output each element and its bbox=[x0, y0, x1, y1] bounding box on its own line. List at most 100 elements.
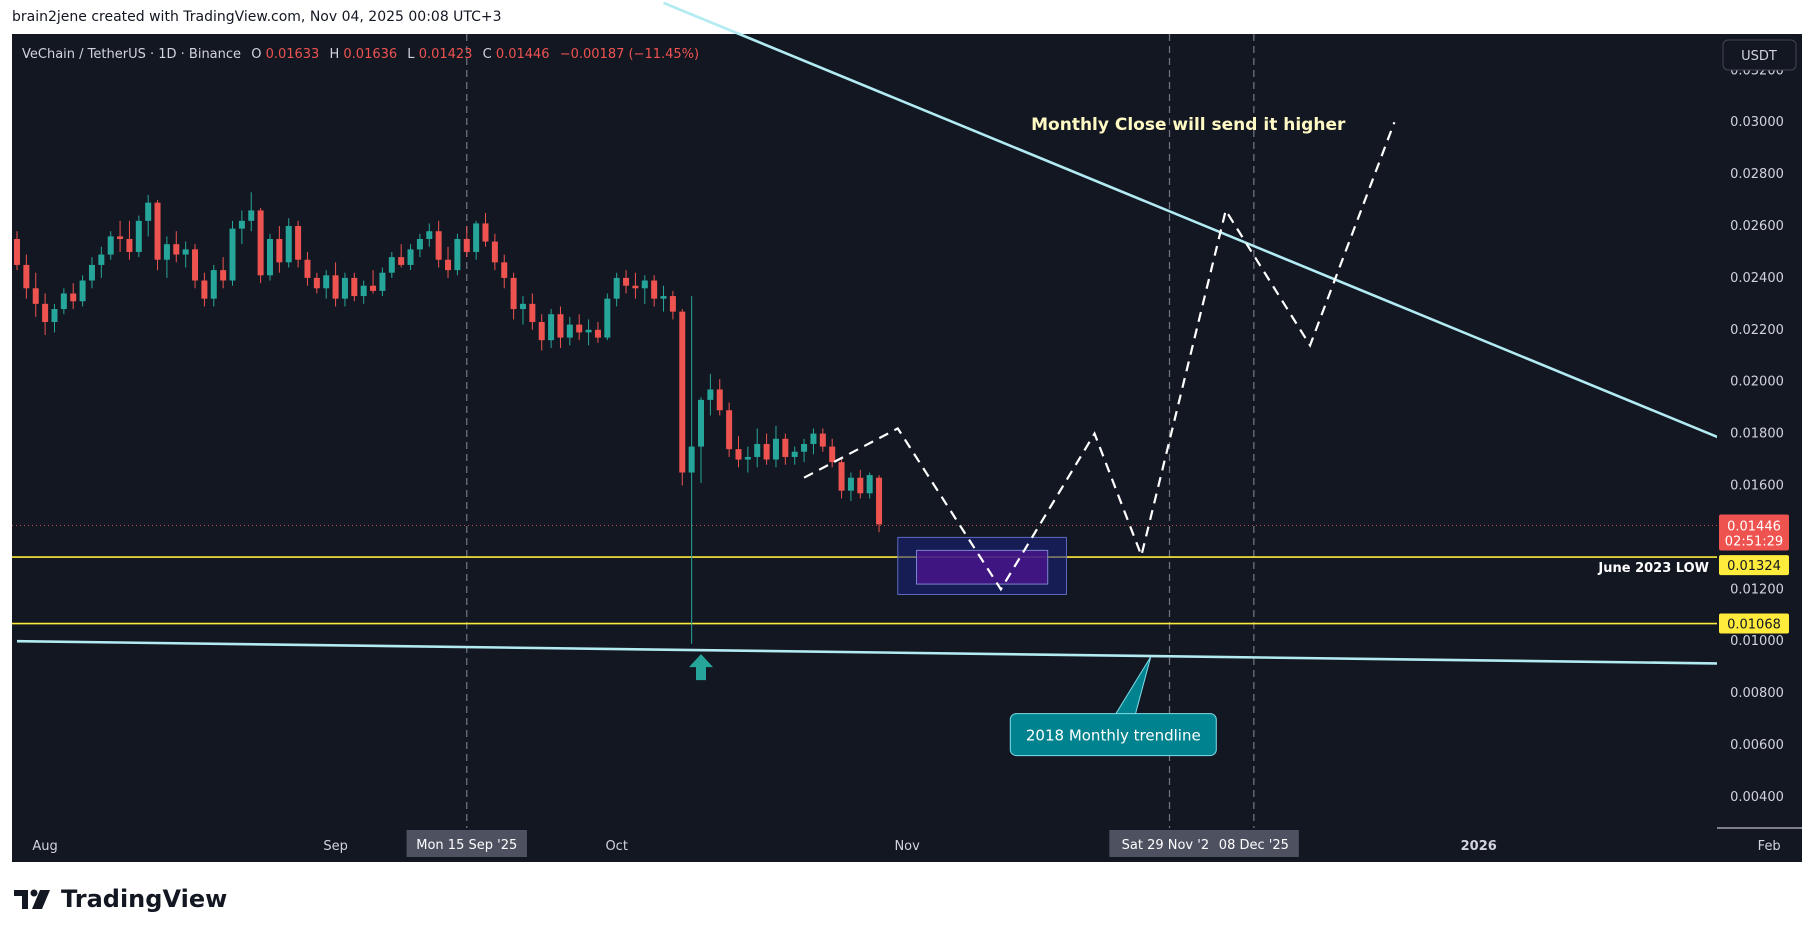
candle-body bbox=[14, 238, 20, 265]
candle-body bbox=[173, 244, 180, 255]
candle-body bbox=[801, 443, 808, 452]
candle-body bbox=[566, 324, 573, 338]
level-price-value-0: 0.01324 bbox=[1727, 559, 1781, 574]
candle-body bbox=[669, 296, 676, 312]
candle-body bbox=[70, 293, 77, 302]
callout-box bbox=[1009, 713, 1217, 757]
candle-body bbox=[473, 223, 480, 252]
candle-body bbox=[229, 228, 236, 281]
price-axis-ticks: 0.032000.030000.028000.026000.024000.022… bbox=[1730, 63, 1784, 805]
candle-body bbox=[416, 238, 423, 250]
candle-body bbox=[407, 249, 414, 265]
price-tick-label: 0.01800 bbox=[1730, 427, 1784, 442]
currency-badge-label: USDT bbox=[1741, 49, 1777, 64]
candle-body bbox=[726, 410, 733, 450]
candle-body bbox=[435, 231, 442, 260]
price-tick-label: 0.02400 bbox=[1730, 271, 1784, 286]
candle-body bbox=[857, 477, 864, 494]
candle-body bbox=[548, 314, 555, 341]
callout-pointer bbox=[1114, 656, 1152, 715]
candle-body bbox=[285, 226, 292, 263]
current-price-value: 0.01446 bbox=[1727, 519, 1781, 534]
candle-body bbox=[60, 293, 67, 310]
candle-body bbox=[257, 210, 264, 276]
candle-body bbox=[819, 433, 826, 447]
price-tick-label: 0.02000 bbox=[1730, 375, 1784, 390]
time-tick-label: Sep bbox=[323, 839, 348, 854]
candle-body bbox=[79, 280, 86, 302]
candle-body bbox=[557, 314, 564, 338]
candle-body bbox=[351, 277, 358, 297]
close-value: 0.01446 bbox=[496, 47, 550, 62]
candle-body bbox=[744, 456, 751, 460]
time-highlight-box-0 bbox=[406, 830, 527, 857]
candle-body bbox=[482, 223, 489, 242]
chart-background bbox=[12, 34, 1802, 862]
candle-body bbox=[304, 259, 311, 278]
horizontal-levels: June 2023 LOW bbox=[12, 524, 1717, 625]
tradingview-logo[interactable]: TradingView bbox=[13, 885, 227, 913]
symbol-legend[interactable]: VeChain / TetherUS · 1D · Binance O 0.01… bbox=[22, 47, 699, 62]
candle-body bbox=[594, 329, 601, 338]
close-label: C bbox=[483, 47, 492, 62]
currency-badge[interactable] bbox=[1722, 39, 1797, 71]
change-value: −0.00187 (−11.45%) bbox=[560, 47, 699, 62]
candle-body bbox=[847, 477, 854, 491]
candle-body bbox=[810, 433, 817, 444]
candle-body bbox=[829, 446, 836, 463]
candle-body bbox=[379, 272, 386, 291]
price-tick-label: 0.02800 bbox=[1730, 167, 1784, 182]
chart-annotations: Monthly Close will send it higher 2018 Mo… bbox=[689, 115, 1346, 757]
zone-inner bbox=[916, 549, 1049, 585]
current-price-box bbox=[1719, 514, 1789, 551]
candle-body bbox=[238, 220, 245, 229]
price-tick-label: 0.02200 bbox=[1730, 323, 1784, 338]
price-tick-label: 0.00600 bbox=[1730, 738, 1784, 753]
trendline-lower bbox=[16, 639, 1798, 666]
candle-body bbox=[491, 241, 498, 263]
candle-body bbox=[266, 238, 273, 276]
candle-body bbox=[688, 446, 695, 473]
candle-body bbox=[660, 296, 667, 299]
candle-body bbox=[519, 303, 526, 310]
candle-body bbox=[163, 244, 170, 260]
candle-body bbox=[576, 324, 583, 333]
candle-body bbox=[42, 303, 49, 323]
candle-body bbox=[426, 231, 433, 239]
candle-body bbox=[370, 285, 377, 291]
price-tick-label: 0.00800 bbox=[1730, 686, 1784, 701]
level-price-value-1: 0.01068 bbox=[1727, 618, 1781, 633]
candle-body bbox=[716, 389, 723, 411]
trendlines bbox=[16, 1, 1798, 666]
price-axis[interactable] bbox=[1717, 34, 1802, 829]
high-value: 0.01636 bbox=[343, 47, 397, 62]
candle-body bbox=[88, 264, 95, 281]
candle-body bbox=[210, 270, 217, 299]
candle-body bbox=[510, 277, 517, 310]
candle-body bbox=[454, 238, 461, 271]
arrow-up-icon bbox=[689, 654, 714, 681]
candle-body bbox=[651, 280, 658, 299]
candle-body bbox=[248, 210, 255, 221]
candle-body bbox=[341, 277, 348, 299]
candle-body bbox=[782, 438, 789, 457]
vertical-date-markers bbox=[466, 34, 1255, 828]
low-value: 0.01423 bbox=[419, 47, 473, 62]
time-highlight-label-0: Mon 15 Sep '25 bbox=[416, 838, 517, 853]
candle-body bbox=[763, 443, 770, 460]
candle-body bbox=[791, 451, 798, 457]
candle-body bbox=[323, 275, 330, 289]
candle-body bbox=[145, 202, 152, 221]
candle-body bbox=[632, 285, 639, 289]
price-tick-label: 0.03000 bbox=[1730, 115, 1784, 130]
time-axis[interactable]: Aug Sep Oct Nov 2026 Feb Mon 15 Sep '25 Sat 29 … bbox=[32, 830, 1781, 857]
candle-body bbox=[398, 257, 405, 265]
candle-body bbox=[623, 277, 630, 286]
time-tick-label: Nov bbox=[894, 839, 920, 854]
projection-path bbox=[803, 121, 1396, 592]
candle-body bbox=[192, 249, 199, 281]
candle-body bbox=[32, 288, 39, 304]
candlestick-series bbox=[14, 192, 883, 644]
open-value: 0.01633 bbox=[266, 47, 320, 62]
